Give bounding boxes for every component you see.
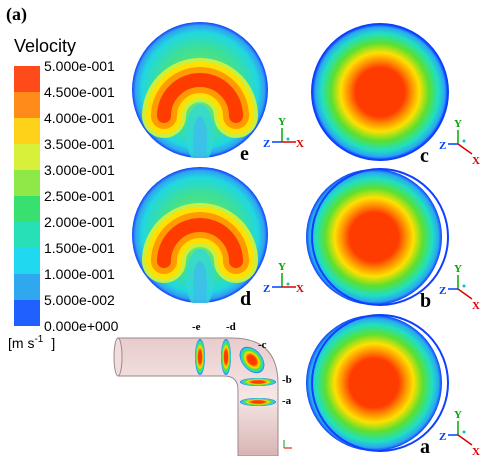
colorbar-band — [14, 300, 40, 326]
colorbar-label: 0.000e+000 — [44, 318, 119, 334]
contour-panel: e YX Z — [132, 22, 304, 165]
contour-panel: b Y X Z — [306, 169, 480, 312]
axis-x-label: X — [296, 138, 304, 150]
axis-z-label: Z — [439, 285, 446, 297]
section-label: -c — [258, 339, 267, 351]
dip-core — [193, 261, 207, 309]
colorbar-label: 3.500e-001 — [44, 136, 115, 152]
figure-label: (a) — [6, 4, 27, 25]
axis-x — [458, 144, 472, 154]
colorbar: 5.000e-001 4.500e-001 4.000e-001 3.500e-001… — [14, 58, 119, 334]
colorbar-band — [14, 66, 40, 92]
panel-label: a — [420, 436, 430, 456]
contour — [306, 169, 442, 305]
axis-dot — [463, 285, 466, 288]
axis-dot — [287, 283, 290, 286]
axis-y-label: Y — [454, 263, 462, 275]
contour — [306, 315, 442, 451]
axis-dot — [463, 140, 466, 143]
section-label: -d — [226, 321, 236, 333]
colorbar-band — [14, 92, 40, 118]
axis-y-label: Y — [454, 118, 462, 130]
panel-label: d — [240, 288, 251, 310]
axis-x-label: X — [472, 155, 480, 167]
legend-title: Velocity — [14, 36, 76, 56]
axis-y-label: Y — [278, 261, 286, 273]
colorbar-band — [14, 196, 40, 222]
section-label: -a — [282, 395, 292, 407]
axis-z-label: Z — [439, 431, 446, 443]
colorbar-label: 1.500e-001 — [44, 240, 115, 256]
colorbar-label: 5.000e-001 — [44, 58, 115, 74]
pipe — [114, 338, 292, 456]
colorbar-label: 4.500e-001 — [44, 84, 115, 100]
axis-x-label: X — [472, 446, 480, 456]
figure: (a) Velocity 5.000e-001 4.500e-001 4.000e-… — [0, 0, 486, 456]
colorbar-band — [14, 144, 40, 170]
contour-panel: c Y X Z — [312, 24, 480, 167]
panel-label: b — [420, 290, 431, 312]
axis-z-label: Z — [263, 283, 270, 295]
colorbar-label: 2.000e-001 — [44, 214, 115, 230]
axis-x — [458, 435, 472, 445]
axis-dot — [287, 138, 290, 141]
colorbar-band — [14, 274, 40, 300]
colorbar-band — [14, 170, 40, 196]
contour-panel: d YX Z — [132, 167, 304, 310]
colorbar-band — [14, 118, 40, 144]
colorbar-label: 2.500e-001 — [44, 188, 115, 204]
axis-y-label: Y — [454, 409, 462, 421]
axis-z-label: Z — [263, 138, 270, 150]
section-label: -b — [282, 374, 292, 386]
axis-dot — [463, 431, 466, 434]
dip-core — [193, 116, 207, 164]
colorbar-band — [14, 222, 40, 248]
axis-z-label: Z — [439, 140, 446, 152]
unit: [m s-1] — [8, 334, 55, 351]
panel-label: c — [420, 145, 429, 167]
contour-panel: a Y X Z — [306, 315, 480, 456]
axis-y-label: Y — [278, 116, 286, 128]
panel-label: e — [240, 143, 249, 165]
colorbar-label: 3.000e-001 — [44, 162, 115, 178]
colorbar-label: 4.000e-001 — [44, 110, 115, 126]
colorbar-label: 5.000e-002 — [44, 292, 115, 308]
colorbar-band — [14, 248, 40, 274]
section-label: -e — [192, 321, 201, 333]
colorbar-label: 1.000e-001 — [44, 266, 115, 282]
axis-x-label: X — [296, 283, 304, 295]
axis-x-label: X — [472, 300, 480, 312]
axis-x — [458, 289, 472, 299]
